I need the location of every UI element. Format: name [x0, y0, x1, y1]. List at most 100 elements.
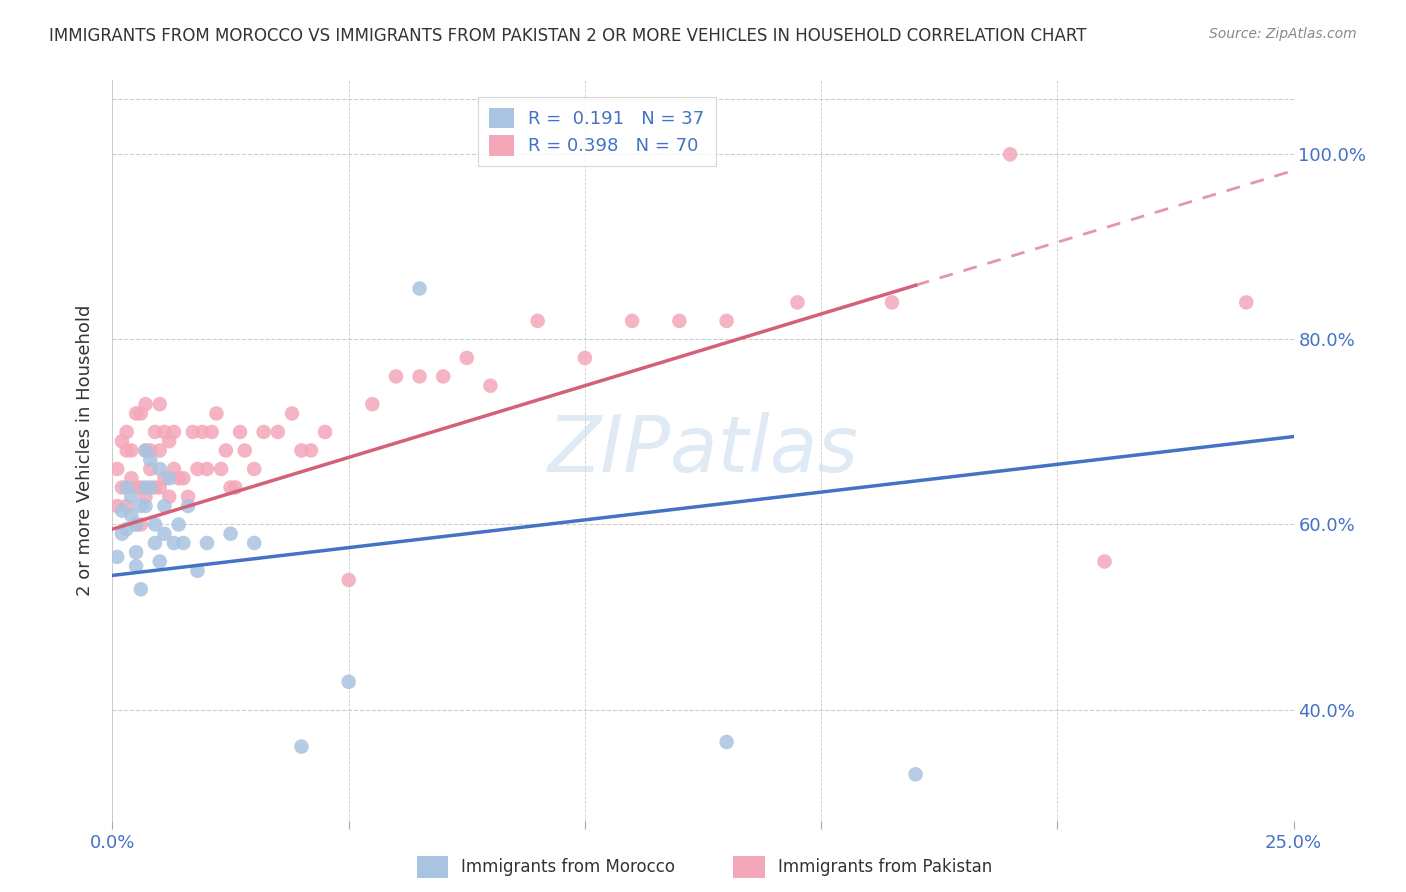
Point — [149, 397, 172, 411]
Point — [129, 582, 152, 597]
Point — [281, 407, 304, 421]
Point — [181, 425, 204, 439]
Point — [172, 536, 194, 550]
Point — [129, 517, 152, 532]
Point — [243, 462, 266, 476]
Text: Source: ZipAtlas.com: Source: ZipAtlas.com — [1209, 27, 1357, 41]
Point — [479, 378, 502, 392]
Text: Immigrants from Morocco: Immigrants from Morocco — [461, 858, 675, 876]
Point — [253, 425, 276, 439]
Point — [167, 471, 190, 485]
Point — [215, 443, 238, 458]
Point — [224, 481, 246, 495]
Point — [172, 471, 194, 485]
Point — [219, 526, 242, 541]
Point — [143, 536, 166, 550]
Point — [105, 549, 128, 564]
Point — [337, 573, 360, 587]
Point — [157, 434, 180, 449]
Point — [157, 490, 180, 504]
Point — [1234, 295, 1257, 310]
Point — [139, 481, 162, 495]
Point — [135, 490, 157, 504]
Point — [195, 536, 218, 550]
Point — [219, 481, 242, 495]
Point — [125, 559, 148, 574]
Point — [201, 425, 224, 439]
Point — [195, 462, 218, 476]
Point — [337, 674, 360, 689]
Point — [143, 481, 166, 495]
Point — [115, 425, 138, 439]
Point — [408, 281, 430, 295]
Point — [120, 490, 142, 504]
Point — [157, 471, 180, 485]
Point — [267, 425, 290, 439]
Point — [120, 443, 142, 458]
Point — [120, 471, 142, 485]
Point — [139, 462, 162, 476]
Point — [385, 369, 408, 384]
Point — [129, 481, 152, 495]
Point — [432, 369, 454, 384]
Point — [120, 508, 142, 523]
Point — [314, 425, 336, 439]
Point — [177, 490, 200, 504]
Point — [186, 564, 208, 578]
Point — [153, 471, 176, 485]
Point — [408, 369, 430, 384]
Point — [149, 443, 172, 458]
Point — [163, 462, 186, 476]
Point — [111, 434, 134, 449]
Point — [115, 481, 138, 495]
Point — [135, 481, 157, 495]
Point — [177, 499, 200, 513]
Point — [125, 481, 148, 495]
Point — [153, 499, 176, 513]
Point — [191, 425, 214, 439]
Legend: R =  0.191   N = 37, R = 0.398   N = 70: R = 0.191 N = 37, R = 0.398 N = 70 — [478, 96, 716, 167]
Point — [129, 407, 152, 421]
Point — [361, 397, 384, 411]
Point — [904, 767, 927, 781]
Point — [290, 739, 312, 754]
Point — [143, 517, 166, 532]
Point — [149, 481, 172, 495]
FancyBboxPatch shape — [733, 855, 765, 879]
Point — [163, 425, 186, 439]
Point — [209, 462, 232, 476]
Point — [290, 443, 312, 458]
Text: Immigrants from Pakistan: Immigrants from Pakistan — [778, 858, 991, 876]
Point — [139, 443, 162, 458]
Point — [998, 147, 1021, 161]
Point — [111, 481, 134, 495]
Point — [115, 522, 138, 536]
Point — [135, 499, 157, 513]
Point — [111, 503, 134, 517]
Point — [129, 499, 152, 513]
Point — [621, 314, 644, 328]
Point — [526, 314, 548, 328]
Point — [880, 295, 903, 310]
Point — [163, 536, 186, 550]
Point — [153, 425, 176, 439]
Point — [125, 517, 148, 532]
Point — [786, 295, 808, 310]
Point — [153, 526, 176, 541]
Y-axis label: 2 or more Vehicles in Household: 2 or more Vehicles in Household — [76, 305, 94, 596]
Point — [233, 443, 256, 458]
Point — [135, 443, 157, 458]
Point — [668, 314, 690, 328]
Point — [111, 526, 134, 541]
Point — [1094, 554, 1116, 569]
Text: IMMIGRANTS FROM MOROCCO VS IMMIGRANTS FROM PAKISTAN 2 OR MORE VEHICLES IN HOUSEH: IMMIGRANTS FROM MOROCCO VS IMMIGRANTS FR… — [49, 27, 1087, 45]
Point — [456, 351, 478, 365]
Point — [105, 499, 128, 513]
Point — [135, 443, 157, 458]
Point — [149, 554, 172, 569]
Point — [135, 397, 157, 411]
Point — [205, 407, 228, 421]
Text: ZIPatlas: ZIPatlas — [547, 412, 859, 489]
Point — [149, 462, 172, 476]
Point — [105, 462, 128, 476]
